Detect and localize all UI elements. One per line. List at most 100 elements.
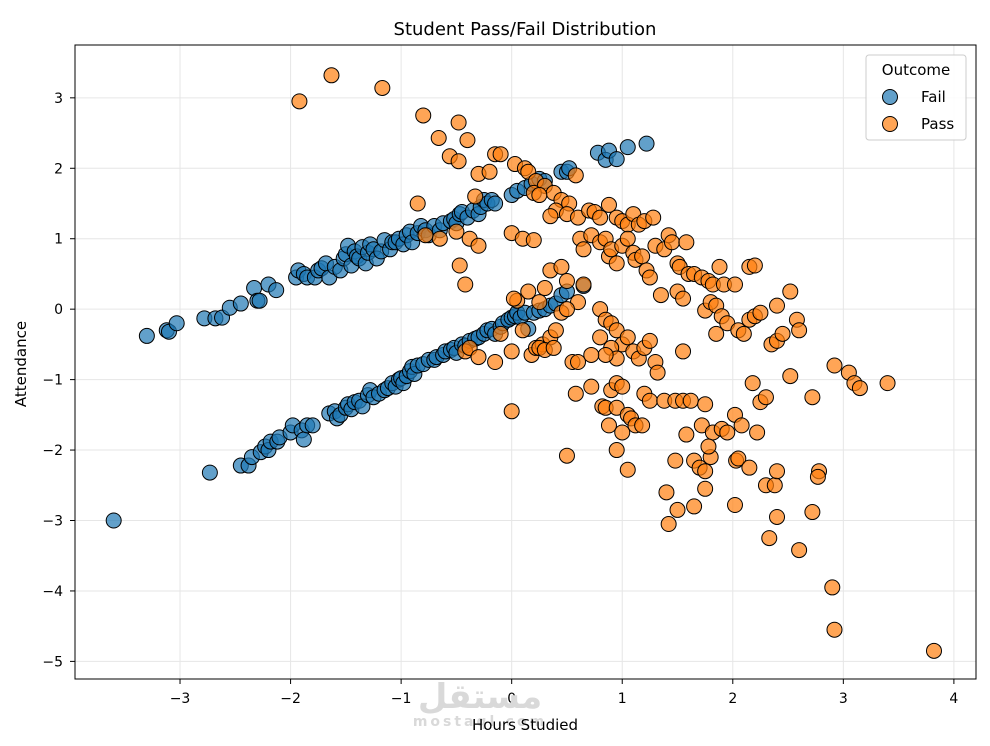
point-pass: [652, 287, 669, 304]
point-pass: [782, 283, 799, 300]
point-fail: [268, 282, 285, 299]
point-pass: [492, 325, 509, 342]
point-pass: [769, 508, 786, 525]
watermark: مستقل mostaql.com: [413, 677, 547, 730]
chart-title: Student Pass/Fail Distribution: [394, 19, 657, 40]
point-pass: [641, 269, 658, 286]
point-pass: [431, 230, 448, 247]
point-pass: [634, 248, 651, 265]
point-pass: [575, 241, 592, 258]
axis-ticks: −3 −2 −1 0 1 2 3 4 −5 −4 −3 −2 −1 0 1 2 3: [42, 91, 958, 707]
point-pass: [697, 480, 714, 497]
point-pass: [678, 426, 695, 443]
point-pass: [619, 461, 636, 478]
watermark-url: mostaql.com: [413, 714, 547, 730]
point-pass: [658, 484, 675, 501]
y-tick-label: −1: [42, 373, 63, 389]
x-tick-label: 2: [728, 691, 737, 707]
point-pass: [730, 450, 747, 467]
point-pass: [583, 378, 600, 395]
point-pass: [726, 497, 743, 514]
point-pass: [663, 234, 680, 251]
point-pass: [641, 332, 658, 349]
point-pass: [567, 167, 584, 184]
x-tick-label: 3: [839, 691, 848, 707]
point-pass: [757, 389, 774, 406]
point-pass: [682, 392, 699, 409]
point-pass: [761, 530, 778, 547]
legend-marker-pass: [882, 116, 898, 132]
point-pass: [592, 209, 609, 226]
point-pass: [547, 322, 564, 339]
point-pass: [782, 368, 799, 385]
point-pass: [719, 424, 736, 441]
point-pass: [879, 375, 896, 392]
point-pass: [752, 304, 769, 321]
point-pass: [669, 501, 686, 518]
point-pass: [645, 209, 662, 226]
point-pass: [457, 276, 474, 293]
point-pass: [597, 346, 614, 363]
point-pass: [826, 357, 843, 374]
point-pass: [809, 468, 826, 485]
point-pass: [851, 380, 868, 397]
point-pass: [470, 237, 487, 254]
y-tick-label: 0: [54, 302, 63, 318]
x-axis-label: Hours Studied: [472, 716, 578, 734]
point-pass: [769, 463, 786, 480]
point-pass: [487, 354, 504, 370]
point-pass: [619, 329, 636, 346]
point-pass: [641, 392, 658, 409]
point-pass: [741, 459, 758, 476]
point-pass: [531, 187, 548, 204]
point-pass: [505, 290, 522, 307]
y-axis-label: Attendance: [12, 321, 30, 407]
point-pass: [558, 272, 575, 289]
point-fail: [295, 431, 312, 448]
point-pass: [749, 424, 766, 441]
point-pass: [450, 153, 467, 170]
point-pass: [600, 196, 617, 213]
point-fail: [251, 292, 268, 309]
point-pass: [525, 232, 542, 249]
y-tick-label: −3: [42, 514, 63, 530]
point-pass: [774, 325, 791, 342]
point-pass: [678, 234, 695, 251]
point-pass: [824, 579, 841, 596]
point-pass: [531, 294, 548, 311]
y-tick-label: 3: [54, 91, 63, 107]
point-pass: [323, 67, 340, 84]
x-tick-label: 0: [507, 691, 516, 707]
point-pass: [600, 417, 617, 434]
point-pass: [649, 364, 666, 381]
point-pass: [545, 339, 562, 356]
point-pass: [481, 163, 498, 180]
point-pass: [791, 322, 808, 339]
data-points: [105, 67, 942, 659]
legend-title: Outcome: [882, 61, 950, 79]
watermark-brand: مستقل: [418, 677, 542, 717]
point-pass: [726, 276, 743, 293]
point-pass: [744, 375, 761, 392]
point-pass: [791, 542, 808, 559]
point-pass: [746, 257, 763, 274]
point-pass: [826, 621, 843, 638]
point-pass: [430, 129, 447, 146]
legend-label-pass: Pass: [921, 115, 954, 133]
point-pass: [766, 477, 783, 494]
point-pass: [675, 290, 692, 307]
point-pass: [567, 385, 584, 402]
point-pass: [291, 93, 308, 110]
point-pass: [459, 132, 476, 149]
point-pass: [711, 258, 728, 275]
point-pass: [583, 346, 600, 363]
point-fail: [138, 327, 155, 344]
point-pass: [467, 188, 484, 205]
point-fail: [168, 315, 185, 332]
point-pass: [542, 208, 559, 225]
point-pass: [675, 343, 692, 360]
y-tick-label: −5: [42, 654, 63, 670]
point-pass: [409, 195, 426, 212]
